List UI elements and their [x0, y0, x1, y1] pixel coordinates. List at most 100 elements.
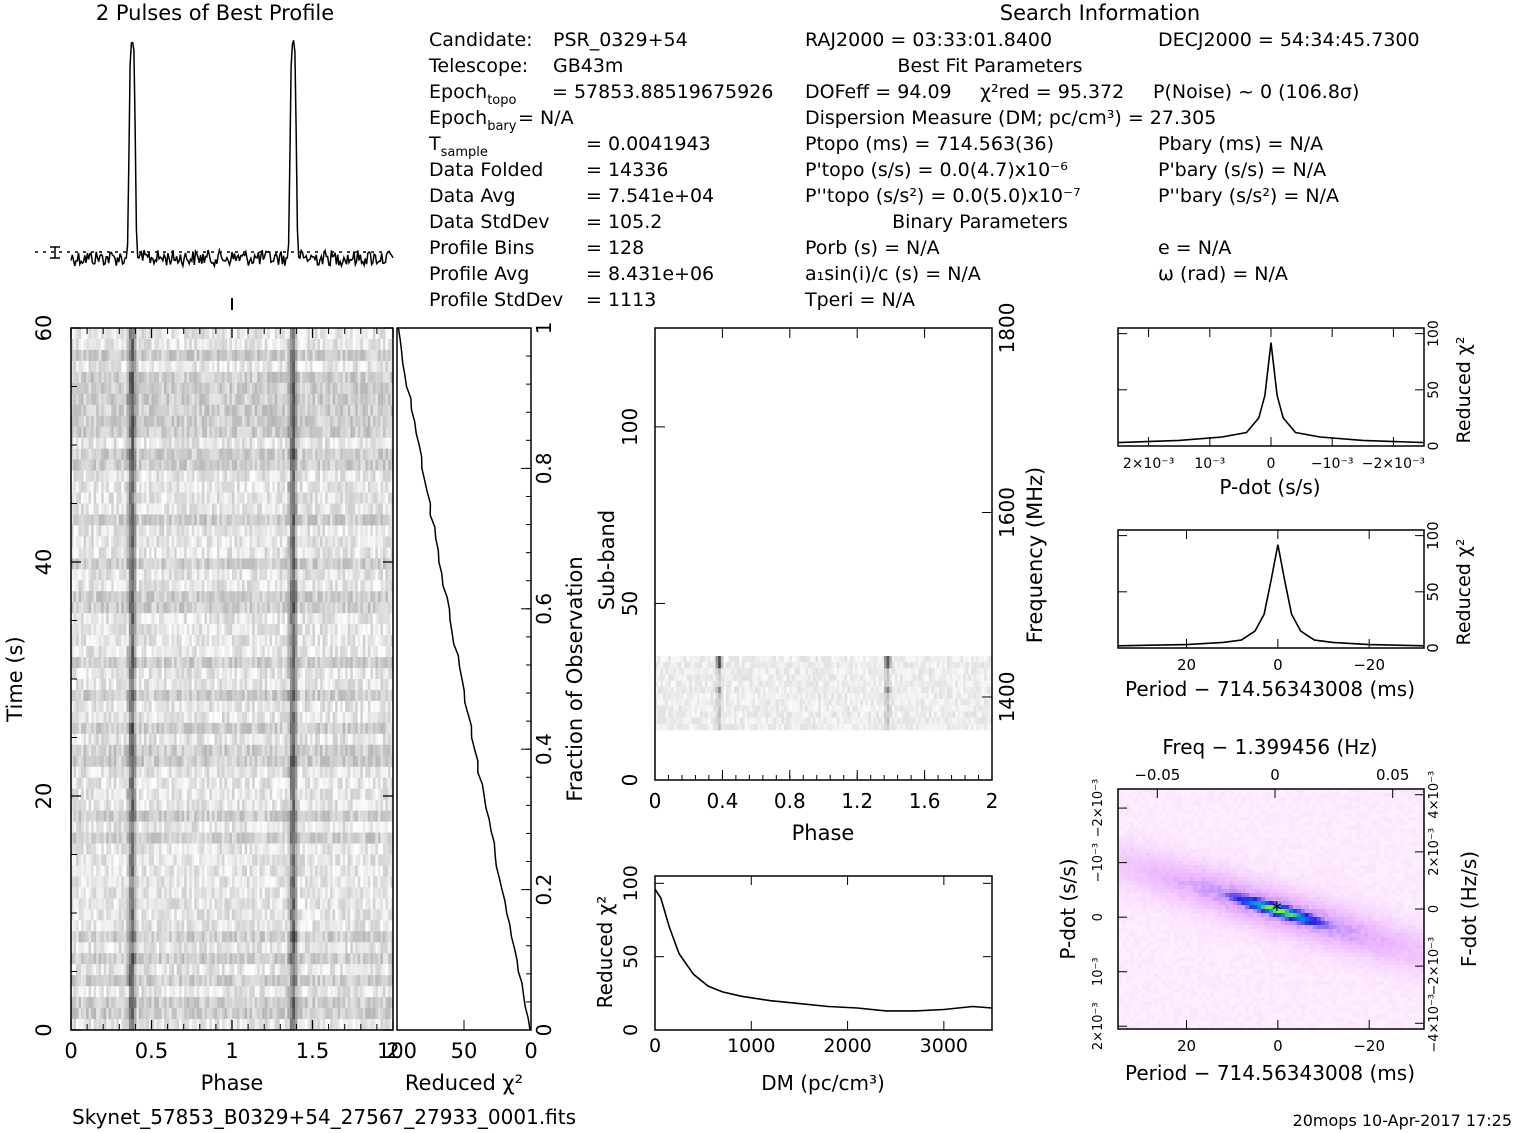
- heat-cell: [184, 602, 188, 614]
- heat-cell: [387, 492, 391, 504]
- heat-cell: [352, 591, 356, 603]
- heat-cell: [390, 437, 393, 450]
- heat-cell: [176, 689, 180, 702]
- heat-cell: [380, 503, 384, 515]
- heat-cell: [136, 503, 140, 515]
- heat-cell: [390, 328, 393, 340]
- heat-cell: [252, 448, 256, 461]
- heat-cell: [171, 514, 175, 526]
- heat-cell: [362, 569, 366, 581]
- heat-cell: [335, 382, 339, 395]
- heat-cell: [249, 459, 253, 471]
- heat-cell: [169, 602, 173, 614]
- heat-cell: [292, 700, 296, 713]
- heat-cell: [237, 547, 240, 559]
- heat-cell: [196, 481, 200, 493]
- heat-cell: [206, 426, 210, 439]
- heat-cell: [179, 602, 183, 614]
- heat-cell: [216, 536, 220, 548]
- heat-cell: [284, 338, 288, 351]
- heat-cell: [189, 470, 193, 482]
- heat-cell: [352, 569, 356, 581]
- heat-cell: [234, 338, 238, 351]
- heat-cell: [143, 328, 147, 340]
- heat-cell: [123, 328, 127, 340]
- heat-cell: [382, 602, 386, 614]
- heat-cell: [138, 503, 142, 515]
- heat-cell: [91, 371, 95, 384]
- heat-cell: [307, 624, 311, 636]
- heat-cell: [387, 328, 391, 340]
- heat-cell: [123, 470, 127, 482]
- heat-cell: [299, 525, 303, 537]
- heat-cell: [98, 679, 102, 691]
- heat-cell: [126, 448, 130, 461]
- heat-cell: [186, 733, 190, 746]
- heat-cell: [262, 470, 266, 482]
- heat-cell: [342, 415, 346, 428]
- heat-cell: [83, 635, 87, 647]
- heat-cell: [254, 624, 258, 636]
- heat-cell: [156, 558, 160, 570]
- heat-cell: [81, 360, 84, 373]
- heat-cell: [101, 602, 105, 614]
- heat-cell: [169, 591, 173, 603]
- heat-cell: [151, 470, 155, 482]
- heat-cell: [221, 393, 225, 406]
- heat-cell: [292, 371, 296, 384]
- heat-cell: [320, 591, 323, 603]
- heat-cell: [244, 371, 248, 384]
- heat-cell: [199, 700, 203, 713]
- heat-cell: [372, 700, 376, 713]
- heat-cell: [133, 711, 137, 724]
- info-label: Candidate:: [429, 29, 533, 51]
- heat-cell: [216, 580, 220, 592]
- heat-cell: [350, 657, 354, 669]
- heat-cell: [249, 722, 253, 735]
- heat-cell: [360, 503, 364, 515]
- heat-cell: [289, 481, 293, 493]
- heat-cell: [377, 448, 381, 461]
- heat-cell: [118, 668, 122, 680]
- heat-cell: [287, 700, 291, 713]
- heat-cell: [123, 700, 127, 713]
- heat-cell: [209, 382, 213, 395]
- heat-cell: [294, 360, 298, 373]
- heat-cell: [232, 613, 235, 625]
- heat-cell: [267, 547, 271, 559]
- heat-cell: [375, 503, 379, 515]
- heat-cell: [219, 657, 223, 669]
- heat-cell: [232, 459, 235, 471]
- heat-cell: [131, 613, 135, 625]
- heat-cell: [126, 558, 130, 570]
- heat-cell: [317, 470, 321, 482]
- heat-cell: [71, 437, 74, 450]
- heat-cell: [337, 700, 341, 713]
- heat-cell: [299, 635, 303, 647]
- heat-cell: [387, 602, 391, 614]
- heat-cell: [234, 328, 238, 340]
- heat-cell: [169, 722, 173, 735]
- heat-cell: [126, 591, 130, 603]
- heat-cell: [209, 679, 213, 691]
- heat-cell: [367, 591, 371, 603]
- heat-cell: [239, 569, 243, 581]
- heat-cell: [123, 393, 127, 406]
- heat-cell: [315, 613, 318, 625]
- heat-cell: [181, 700, 185, 713]
- heat-cell: [262, 459, 266, 471]
- heat-cell: [367, 679, 371, 691]
- heat-cell: [267, 393, 271, 406]
- heat-cell: [111, 580, 115, 592]
- heat-cell: [375, 437, 379, 450]
- heat-cell: [86, 360, 90, 373]
- heat-cell: [174, 404, 178, 417]
- heat-cell: [252, 525, 256, 537]
- heat-cell: [322, 558, 326, 570]
- heat-cell: [184, 547, 188, 559]
- heat-cell: [360, 415, 364, 428]
- heat-cell: [315, 404, 318, 417]
- heat-cell: [216, 711, 220, 724]
- heat-cell: [123, 360, 127, 373]
- heat-cell: [214, 624, 218, 636]
